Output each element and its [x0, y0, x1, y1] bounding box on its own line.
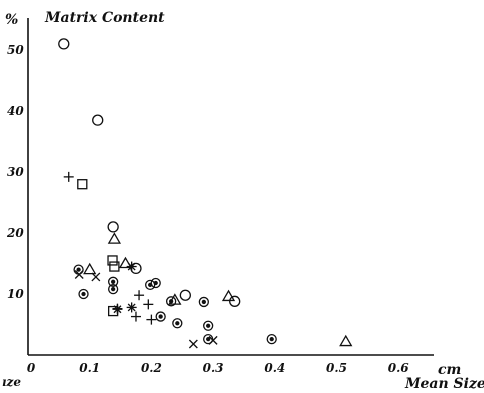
x-unit-label: cm — [438, 362, 461, 378]
y-tick-label: 30 — [7, 165, 24, 179]
data-point-circle-dot — [203, 320, 214, 331]
x-axis-label: Mean Size — [404, 376, 484, 392]
data-point-circle-dot — [203, 333, 214, 345]
data-point-circle — [92, 114, 104, 126]
data-point-triangle — [168, 293, 182, 305]
data-point-circle — [179, 289, 191, 301]
data-point-circle — [229, 295, 241, 307]
y-tick-label: 20 — [6, 226, 24, 240]
data-point-circle — [107, 221, 119, 233]
data-point-plus — [143, 299, 154, 310]
y-tick-label: 40 — [7, 104, 24, 118]
data-point-plus — [130, 311, 141, 322]
data-point-triangle — [107, 232, 122, 244]
data-point-cross — [208, 335, 218, 345]
data-point-circle-dot — [198, 296, 209, 308]
x-tick-label: 0.4 — [264, 361, 285, 375]
data-point-triangle — [221, 289, 236, 302]
data-point-circle — [58, 38, 70, 50]
data-point-triangle — [83, 262, 97, 275]
x-tick-label: 0.5 — [326, 361, 347, 375]
chart-title: Matrix Content — [44, 10, 165, 26]
data-point-circle-dot — [107, 283, 119, 295]
data-point-circle — [130, 262, 142, 275]
data-points — [58, 38, 353, 349]
y-tick-labels: 10 20 30 40 50 — [6, 43, 24, 301]
data-point-plus — [146, 314, 157, 325]
data-point-plus — [134, 290, 145, 301]
data-point-square — [109, 261, 120, 272]
x-tick-label: 0.1 — [79, 361, 100, 375]
y-unit-label: % — [5, 12, 18, 28]
data-point-triangle — [339, 334, 353, 347]
y-tick-label: 50 — [7, 43, 24, 57]
data-point-circle-dot — [145, 279, 156, 291]
x-tick-label: 0.2 — [141, 361, 162, 375]
data-point-square — [77, 179, 88, 190]
edge-fragment-label: ıze — [2, 375, 21, 389]
x-tick-label: 0.6 — [388, 361, 410, 375]
data-point-circle-dot — [78, 288, 89, 300]
y-tick-label: 10 — [7, 287, 24, 301]
data-point-circle-dot — [155, 311, 166, 322]
data-point-circle-dot — [266, 333, 277, 345]
data-point-plus — [63, 171, 74, 182]
data-point-star — [126, 261, 137, 272]
x-tick-label: 0 — [27, 361, 36, 375]
data-point-star — [112, 304, 123, 315]
data-point-cross — [91, 272, 101, 282]
data-point-cross — [188, 339, 198, 349]
data-point-circle-dot — [172, 318, 183, 329]
data-point-triangle — [118, 256, 133, 269]
data-point-star — [126, 302, 137, 313]
data-point-circle-dot — [107, 276, 119, 287]
data-point-cross — [74, 270, 84, 279]
x-tick-label: 0.3 — [203, 361, 224, 375]
data-point-square — [107, 255, 118, 266]
x-tick-labels: 0 0.1 0.2 0.3 0.4 0.5 0.6 — [27, 361, 409, 375]
data-point-circle-dot — [150, 277, 161, 289]
